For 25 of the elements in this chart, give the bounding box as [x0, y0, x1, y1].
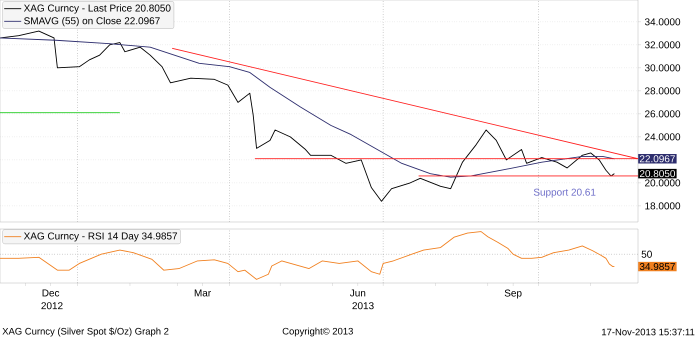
y-tick-label: 26.0000: [645, 110, 680, 118]
y-tick-label: 20.0000: [645, 179, 680, 186]
text: 50: [642, 250, 652, 258]
text: Copyright© 2013: [282, 328, 353, 336]
x-tick-label: Jun: [350, 290, 366, 296]
legend-label: XAG Curncy - Last Price 20.8050: [24, 4, 171, 14]
annotation: Support 20.61: [534, 188, 596, 198]
x-tick-label: Sep: [504, 290, 522, 299]
y-tick-label: 30.0000: [644, 64, 680, 72]
legend-label: SMAVG (55) on Close 22.0967: [24, 16, 160, 26]
text: 2013: [352, 302, 374, 310]
x-tick-label: Dec: [42, 290, 60, 296]
text: XAG Curncy (Silver Spot $/Oz) Graph 2: [2, 328, 168, 336]
text: 2012: [41, 302, 63, 310]
y-tick-label: 18.0000: [645, 202, 680, 210]
y-tick-label: 28.0000: [645, 87, 680, 94]
legend-label: XAG Curncy - RSI 14 Day 34.9857: [24, 232, 178, 242]
x-tick-label: Mar: [194, 290, 211, 296]
text: 20.8050: [640, 170, 676, 178]
text: 17-Nov-2013 15:37:11: [602, 328, 694, 336]
y-tick-label: 24.0000: [645, 133, 680, 140]
text: 22.0967: [640, 155, 675, 162]
y-tick-label: 32.0000: [644, 41, 680, 48]
text: 34.9857: [640, 263, 675, 270]
y-tick-label: 34.0000: [644, 18, 680, 26]
